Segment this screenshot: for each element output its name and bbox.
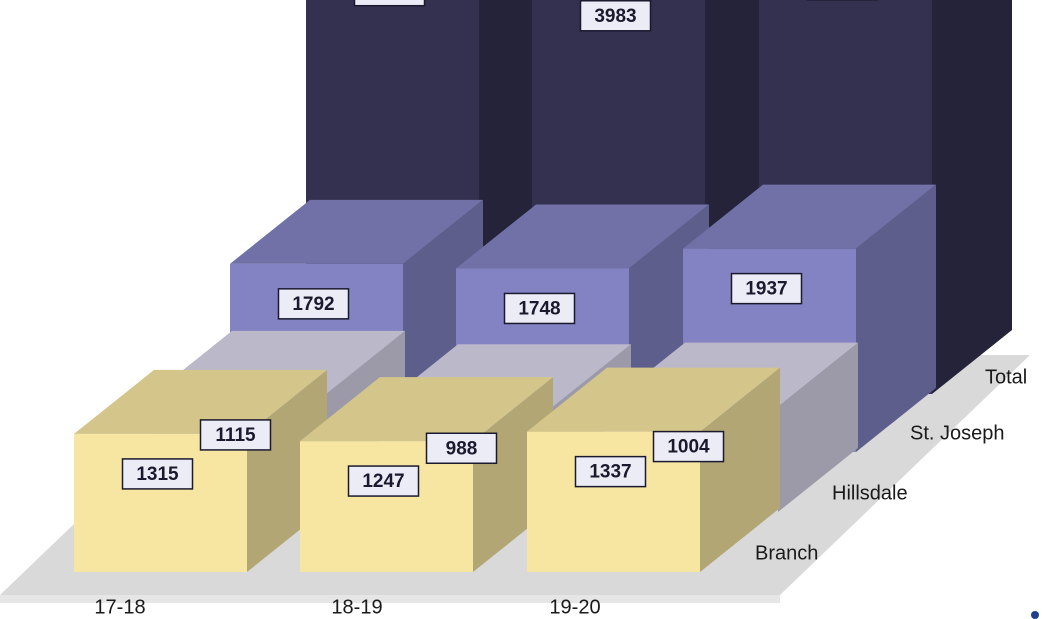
bar-branch-17-18-top: [74, 369, 327, 434]
bar-hillsdale-19-20-side: [778, 342, 858, 512]
data-label-branch-19-20: 1337: [589, 462, 631, 483]
bar-branch-17-18-front: [74, 433, 247, 572]
bar-branch-19-20-side: [700, 367, 780, 572]
data-label-box: [503, 292, 576, 325]
data-label-st-joseph-18-19: 1748: [518, 298, 560, 319]
bar-branch-19-20-top: [527, 367, 780, 432]
bar-branch-19-20-front: [527, 431, 700, 572]
data-label-branch-18-19: 1247: [362, 471, 404, 492]
bar-st-joseph-18-19-top: [456, 204, 709, 269]
data-label-total-17-18: 4222: [368, 0, 410, 2]
data-label-hillsdale-19-20: 1004: [667, 437, 710, 458]
data-label-st-joseph-17-18: 1792: [292, 294, 334, 315]
bar-total-19-20-side: [932, 0, 1012, 394]
data-label-branch-17-18: 1315: [136, 464, 179, 485]
data-label-box: [353, 0, 426, 7]
series-label-st-joseph: St. Joseph: [910, 422, 1005, 444]
corner-dot: [1031, 611, 1039, 619]
category-label-18-19: 18-19: [331, 596, 382, 618]
bar-branch-18-19-top: [300, 377, 553, 442]
series-label-hillsdale: Hillsdale: [832, 482, 908, 504]
bar-st-joseph-17-18-top: [230, 199, 483, 264]
data-label-box: [277, 288, 350, 320]
data-label-hillsdale-17-18: 1115: [215, 425, 256, 446]
data-label-box: [730, 272, 803, 305]
chart-floor-edge: [0, 595, 780, 603]
data-label-box: [425, 432, 498, 465]
data-label-total-18-19: 3983: [594, 6, 636, 27]
category-label-17-18: 17-18: [94, 596, 145, 618]
bar-branch-18-19-front: [300, 441, 473, 572]
data-label-box: [347, 465, 420, 497]
data-label-hillsdale-18-19: 988: [446, 438, 478, 459]
data-label-box: [574, 455, 647, 488]
series-label-total: Total: [985, 366, 1027, 388]
bar-st-joseph-19-20-top: [683, 184, 936, 249]
series-label-branch: Branch: [755, 542, 818, 564]
data-label-box: [652, 430, 725, 463]
category-label-19-20: 19-20: [549, 596, 600, 618]
data-label-st-joseph-19-20: 1937: [745, 279, 787, 300]
data-label-box: [121, 458, 194, 490]
data-label-box: [199, 419, 272, 451]
data-label-box: [579, 0, 652, 32]
bar-st-joseph-19-20-side: [856, 184, 936, 453]
chart-labels: 4222398342781792174819371115988100413151…: [94, 0, 1027, 618]
